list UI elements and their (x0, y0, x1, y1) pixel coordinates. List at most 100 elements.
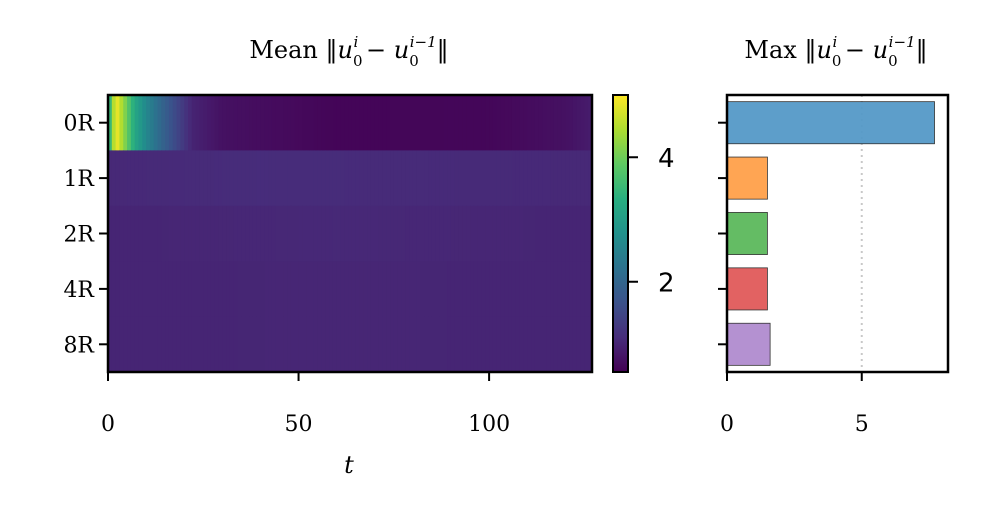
heatmap-cell (424, 261, 429, 318)
heatmap-cells (108, 95, 593, 373)
heatmap-cell (108, 95, 113, 151)
heatmap-cell (401, 316, 406, 373)
heatmap-cell (290, 205, 296, 262)
heatmap-cell (390, 261, 395, 318)
bar-title-var-a: u (816, 36, 831, 64)
heatmap-cell (153, 316, 159, 373)
heatmap-cell (222, 95, 227, 151)
heatmap-cell (393, 316, 399, 373)
heatmap-cell (531, 316, 536, 373)
heatmap-cell (416, 316, 422, 373)
heatmap-cell (294, 261, 300, 318)
bar-8R (726, 322, 771, 366)
heatmap-cell (443, 95, 448, 151)
heatmap-cell (172, 205, 178, 262)
heatmap-cell (123, 316, 128, 373)
heatmap-cell (378, 205, 383, 262)
heatmap-cell (287, 150, 292, 207)
heatmap-cell (370, 261, 376, 318)
heatmap-cell (508, 95, 513, 151)
heatmap-cell (149, 261, 155, 318)
heatmap-cell (229, 95, 235, 151)
heatmap-cell (576, 205, 582, 262)
heatmap-cell (584, 95, 589, 151)
heatmap-cell (500, 95, 505, 151)
heatmap-cell (397, 205, 403, 262)
heatmap-cell (207, 316, 212, 373)
heatmap-cell (588, 95, 593, 151)
heatmap-cell (306, 205, 311, 262)
heatmap-cell (153, 150, 159, 207)
heatmap-cell (325, 316, 330, 373)
heatmap-cell (424, 205, 429, 262)
heatmap-cell (119, 261, 124, 318)
heatmap-cell (393, 95, 399, 151)
heatmap-cell (119, 205, 124, 262)
heatmap-cell (550, 261, 555, 318)
heatmap-cell (390, 205, 395, 262)
heatmap-cell (146, 316, 151, 373)
heatmap-x-axis: 0 50 100 (101, 372, 510, 437)
heatmap-cell (367, 150, 372, 207)
heatmap-cell (146, 261, 151, 318)
bar-title-sup-a: i (832, 33, 837, 51)
heatmap-cell (527, 205, 532, 262)
heatmap-cell (138, 150, 143, 207)
heatmap-cell (565, 150, 570, 207)
heatmap-cell (176, 95, 182, 151)
heatmap-cell (214, 95, 220, 151)
heatmap-cell (241, 205, 246, 262)
heatmap-cell (470, 316, 475, 373)
heatmap-cell (378, 261, 383, 318)
heatmap-cell (111, 261, 117, 318)
heatmap-cell (271, 316, 277, 373)
heatmap-cell (473, 261, 479, 318)
heatmap-cell (237, 205, 242, 262)
heatmap-cell (580, 205, 585, 262)
heatmap-cell (496, 205, 502, 262)
heatmap-cell (233, 150, 239, 207)
heatmap-cell (515, 95, 521, 151)
heatmap-cell (108, 261, 113, 318)
heatmap-cell (336, 95, 342, 151)
heatmap-cell (572, 205, 578, 262)
heatmap-cell (393, 261, 399, 318)
bar-1R (726, 156, 768, 200)
heatmap-cell (283, 95, 288, 151)
heatmap-cell (439, 316, 444, 373)
heatmap-cell (542, 261, 547, 318)
heatmap-cell (470, 95, 475, 151)
heatmap-cell (363, 316, 368, 373)
heatmap-cell (443, 150, 448, 207)
heatmap-cell (260, 150, 265, 207)
heatmap-cell (142, 261, 147, 318)
heatmap-cell (534, 205, 540, 262)
bar-title-norm-right: ‖ (916, 36, 928, 65)
heatmap-cell (386, 261, 391, 318)
heatmap-cell (359, 95, 364, 151)
heatmap-cell (477, 316, 483, 373)
heatmap-cell (584, 150, 589, 207)
heatmap-cell (138, 261, 143, 318)
bar-marks (726, 101, 935, 366)
bar-x-tick-label: 5 (855, 412, 869, 437)
heatmap-cell (565, 205, 570, 262)
heatmap-cell (534, 261, 540, 318)
heatmap-cell (466, 261, 471, 318)
heatmap-cell (176, 316, 182, 373)
heatmap-cell (222, 150, 227, 207)
colorbar-tick-label: 2 (658, 269, 675, 299)
heatmap-cell (237, 261, 242, 318)
heatmap-cell (515, 205, 521, 262)
heatmap-cell (210, 150, 216, 207)
heatmap-cell (207, 261, 212, 318)
heatmap-cell (252, 150, 258, 207)
heatmap-title-sub-a: 0 (353, 52, 363, 70)
heatmap-cell (412, 150, 418, 207)
heatmap-cell (161, 205, 166, 262)
heatmap-cell (336, 261, 342, 318)
heatmap-cell (111, 205, 117, 262)
heatmap-cell (351, 316, 357, 373)
